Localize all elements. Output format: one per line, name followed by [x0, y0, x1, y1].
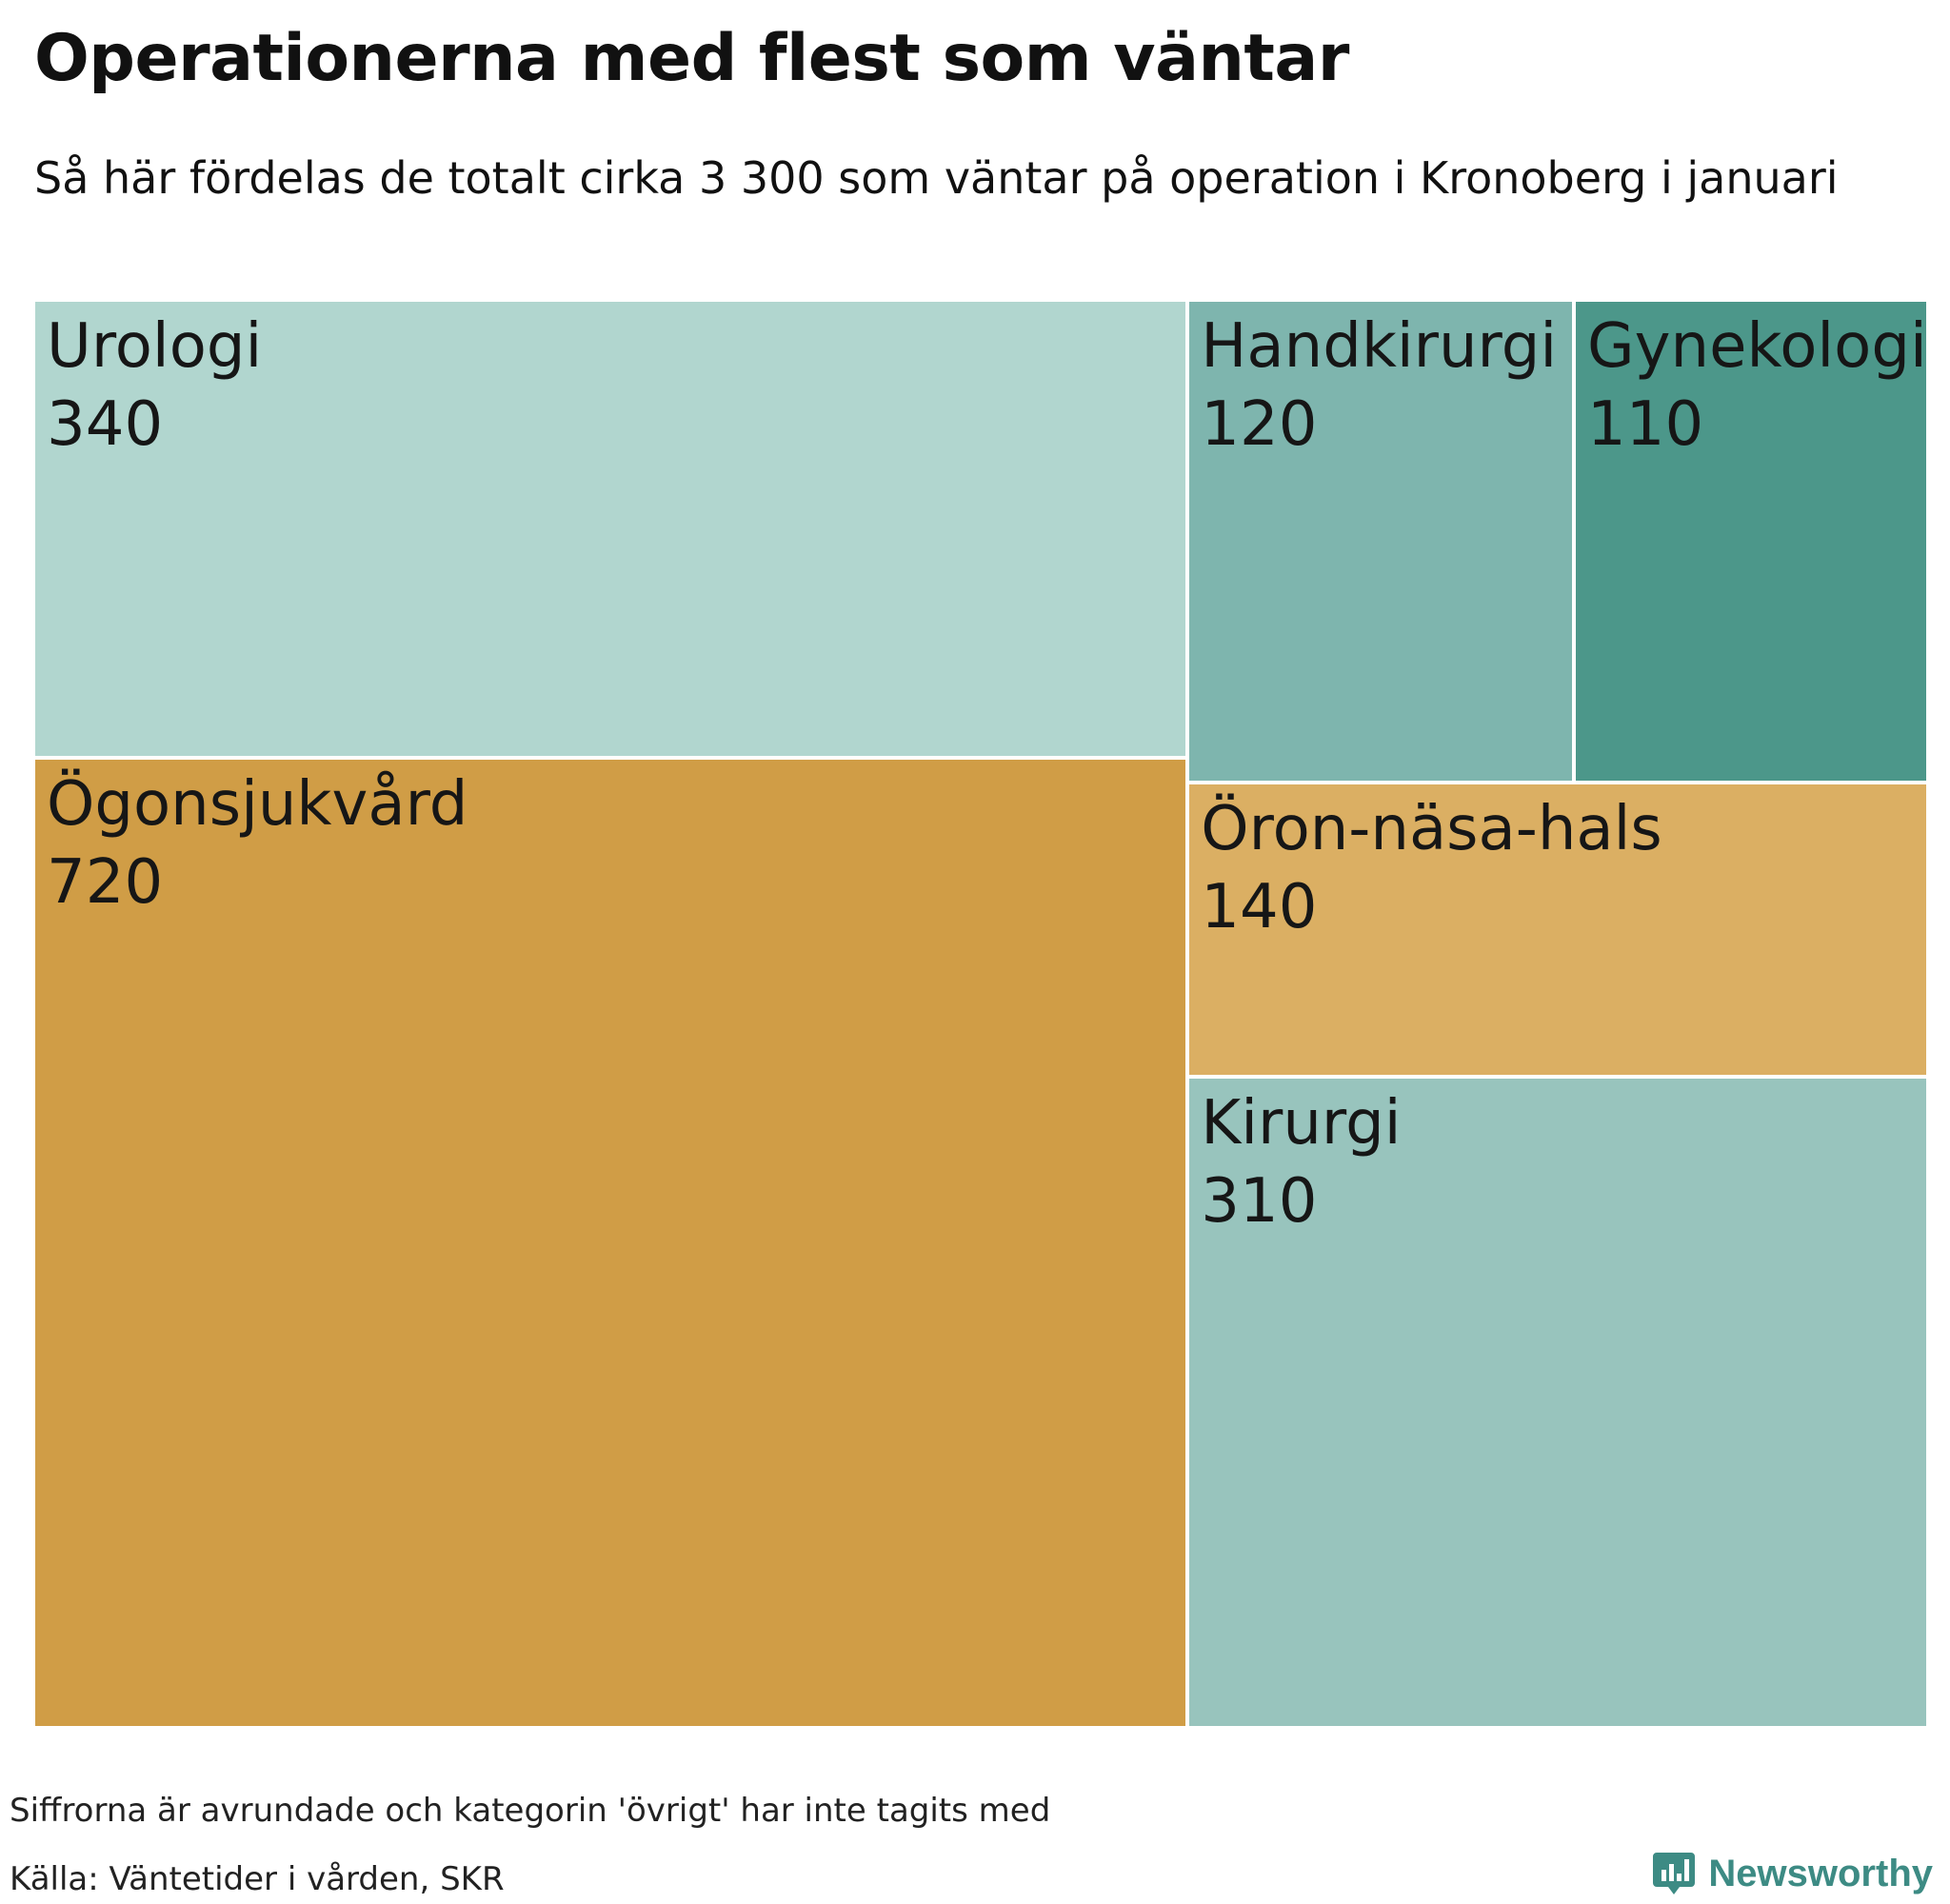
- treemap: Urologi 340 Ögonsjukvård 720 Handkirurgi 120 G…: [33, 300, 1928, 1728]
- tile-label: Ögonsjukvård 720: [47, 765, 468, 922]
- tile-category-name: Kirurgi: [1201, 1088, 1402, 1160]
- treemap-tile-ogonsjukvard: Ögonsjukvård 720: [33, 758, 1188, 1728]
- treemap-tile-gynekologi: Gynekologi 110: [1574, 300, 1928, 783]
- tile-value: 310: [1201, 1166, 1318, 1238]
- tile-category-name: Öron-näsa-hals: [1201, 794, 1662, 865]
- chart-subtitle: Så här fördelas de totalt cirka 3 300 so…: [34, 152, 1839, 204]
- newsworthy-logo-icon: [1653, 1853, 1696, 1894]
- tile-category-name: Handkirurgi: [1201, 311, 1558, 382]
- brand-name: Newsworthy: [1708, 1852, 1933, 1894]
- tile-value: 110: [1587, 389, 1704, 460]
- chart-title: Operationerna med flest som väntar: [34, 21, 1349, 96]
- tile-category-name: Urologi: [47, 311, 263, 382]
- tile-category-name: Gynekologi: [1587, 311, 1927, 382]
- tile-value: 120: [1201, 389, 1318, 460]
- source-note: Källa: Väntetider i vården, SKR: [10, 1860, 505, 1898]
- treemap-tile-handkirurgi: Handkirurgi 120: [1187, 300, 1575, 783]
- tile-value: 140: [1201, 872, 1318, 943]
- tile-label: Öron-näsa-hals 140: [1201, 790, 1661, 946]
- newsworthy-logo: Newsworthy: [1651, 1849, 1933, 1898]
- tile-label: Gynekologi 110: [1587, 307, 1927, 464]
- tile-value: 340: [47, 389, 164, 460]
- treemap-tile-kirurgi: Kirurgi 310: [1187, 1077, 1928, 1728]
- footnote: Siffrorna är avrundade och kategorin 'öv…: [10, 1792, 1051, 1830]
- tile-label: Handkirurgi 120: [1201, 307, 1557, 464]
- treemap-tile-urologi: Urologi 340: [33, 300, 1188, 759]
- tile-label: Urologi 340: [47, 307, 262, 464]
- tile-value: 720: [47, 847, 164, 919]
- tile-category-name: Ögonsjukvård: [47, 769, 468, 841]
- tile-label: Kirurgi 310: [1201, 1084, 1401, 1240]
- treemap-tile-oron-nasa-hals: Öron-näsa-hals 140: [1187, 783, 1928, 1078]
